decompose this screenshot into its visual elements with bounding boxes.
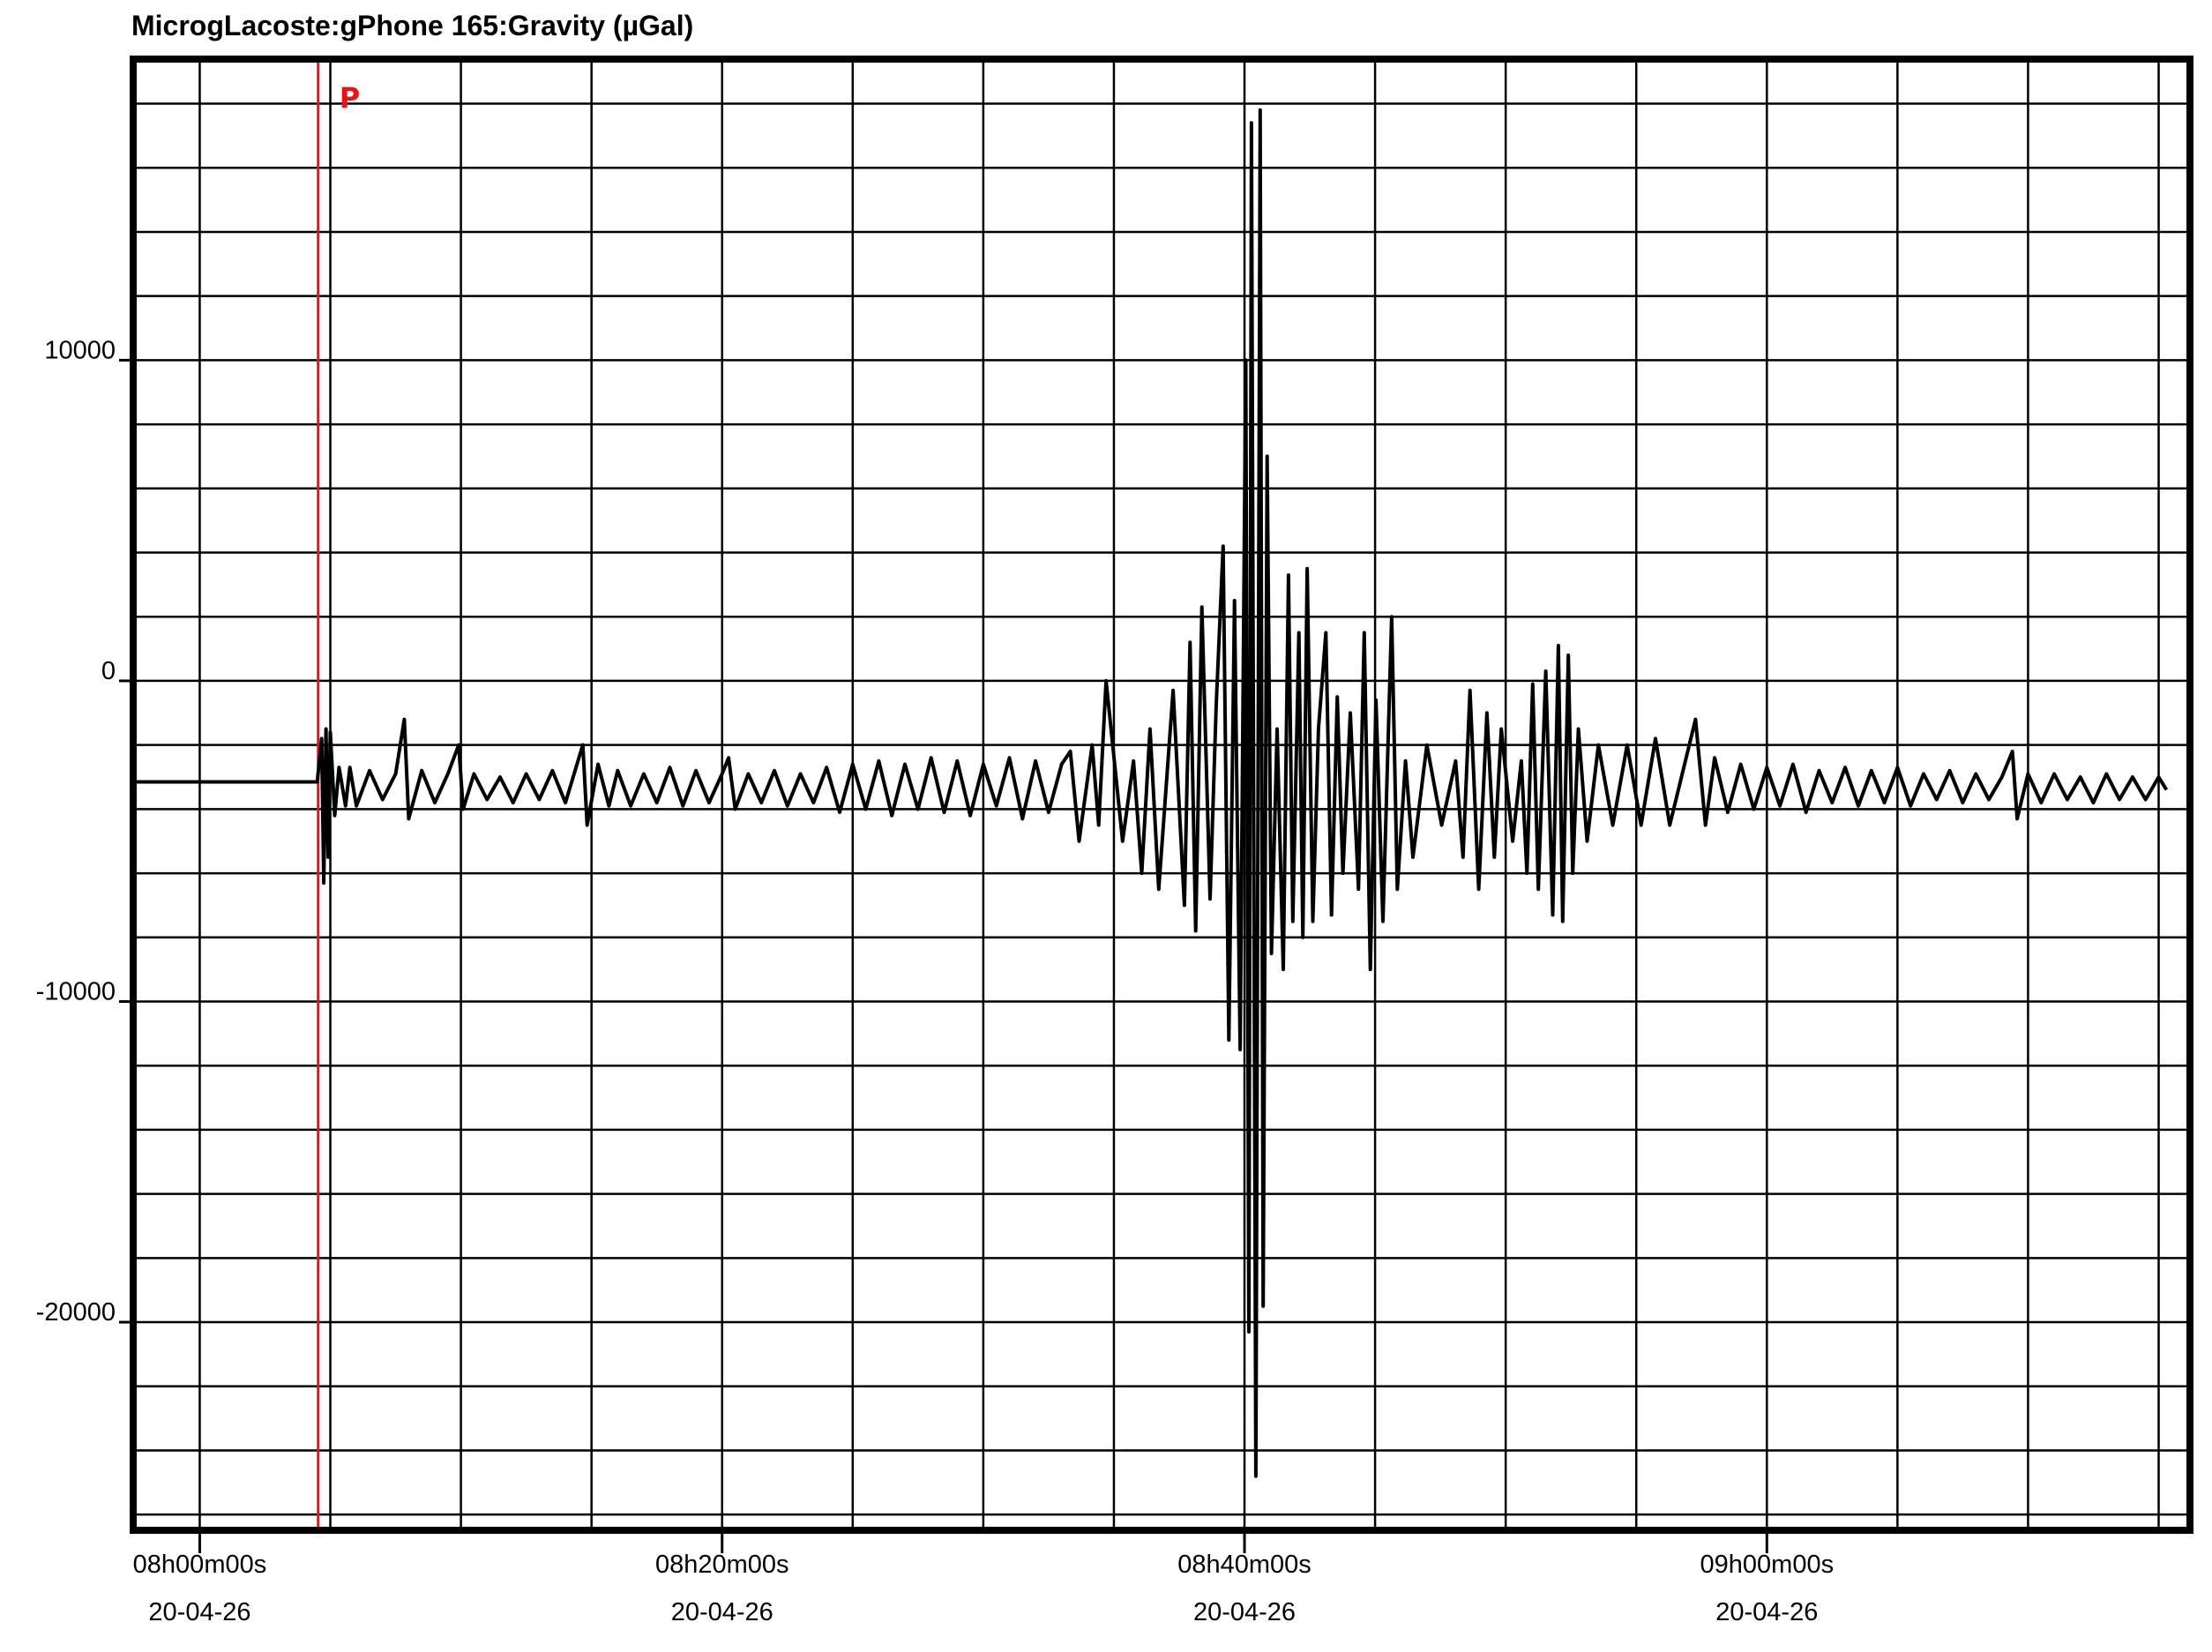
- plot-frame: [130, 56, 2193, 1534]
- y-tick-label: 0: [101, 657, 116, 685]
- grid: [130, 56, 2193, 1534]
- x-tick-date: 20-04-26: [1193, 1598, 1296, 1626]
- x-tick-date: 20-04-26: [671, 1598, 773, 1626]
- y-tick-label: -20000: [36, 1298, 116, 1327]
- x-tick-date: 20-04-26: [148, 1598, 250, 1626]
- x-tick-label: 08h00m00s: [133, 1551, 267, 1579]
- axes: 10000 0 -10000 -20000 08h00m00s 20-04-26 08h20…: [36, 336, 1834, 1626]
- phase-marker-label: P: [340, 81, 360, 115]
- phase-markers: P: [317, 59, 360, 1530]
- x-tick-label: 09h00m00s: [1700, 1551, 1835, 1579]
- x-tick-date: 20-04-26: [1715, 1598, 1818, 1626]
- waveform-series: [130, 108, 2169, 1478]
- x-tick-label: 08h20m00s: [655, 1551, 789, 1579]
- chart-title: MicrogLacoste:gPhone 165:Gravity (µGal): [131, 10, 693, 41]
- y-tick-label: -10000: [36, 977, 116, 1005]
- x-tick-label: 08h40m00s: [1177, 1551, 1312, 1579]
- y-tick-label: 10000: [44, 336, 116, 364]
